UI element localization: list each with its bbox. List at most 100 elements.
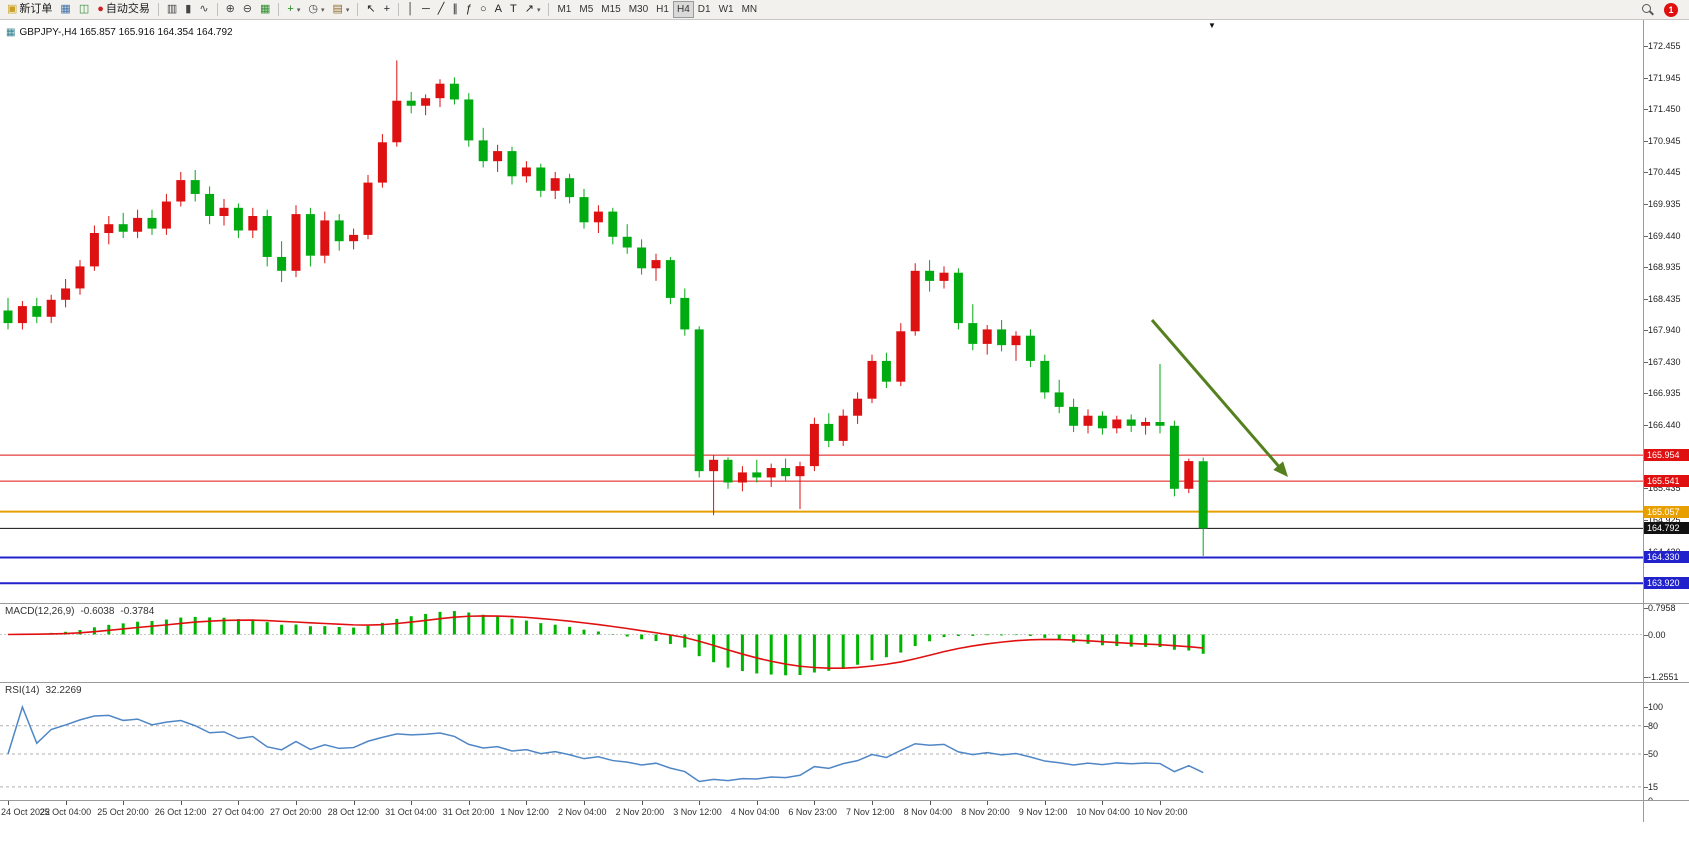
- price-axis-label: 166.440: [1648, 419, 1681, 430]
- toolbar-right: 1: [1642, 2, 1686, 17]
- macd-axis-label: 0.7958: [1648, 602, 1676, 613]
- time-axis-label: 9 Nov 12:00: [1018, 807, 1068, 817]
- zoom-in-button[interactable]: ⊕: [222, 1, 239, 18]
- macd-axis-label: 0.00: [1648, 629, 1666, 640]
- time-axis-tick: [756, 801, 758, 805]
- shapes-button[interactable]: ○: [476, 1, 491, 18]
- price-level-badge: 164.330: [1644, 551, 1689, 564]
- bars-chart-button[interactable]: ▥: [163, 1, 181, 18]
- timeframe-h4-button-label: H4: [676, 3, 690, 15]
- bars-chart-icon: ▥: [166, 3, 178, 15]
- price-axis-label: 167.940: [1648, 325, 1681, 336]
- time-axis-label: 3 Nov 12:00: [673, 807, 722, 817]
- price-chart-svg[interactable]: [0, 20, 1643, 603]
- axis-tick: [1644, 676, 1648, 678]
- trendline-icon: ╱: [437, 3, 445, 15]
- charts-window-button[interactable]: ▦: [56, 1, 74, 18]
- time-axis-tick: [1160, 801, 1161, 805]
- arrows-button[interactable]: ↗ ▾: [521, 1, 545, 18]
- axis-tick: [1644, 607, 1648, 609]
- time-axis-tick: [123, 801, 125, 805]
- time-axis-label: 6 Nov 23:00: [788, 807, 837, 817]
- price-axis-label: 168.435: [1648, 293, 1681, 304]
- trend-arrow-line[interactable]: [1150, 319, 1283, 471]
- rsi-axis-label: 100: [1648, 702, 1664, 712]
- timeframe-w1-button-label: W1: [718, 3, 734, 15]
- timeframe-d1-button[interactable]: D1: [694, 1, 715, 18]
- text-button[interactable]: A: [491, 1, 506, 18]
- vertical-line-button[interactable]: │: [403, 1, 418, 18]
- price-axis-label: 171.945: [1648, 72, 1681, 83]
- tile-windows-button[interactable]: ▦: [256, 1, 274, 18]
- timeframe-mn-button[interactable]: MN: [738, 1, 762, 18]
- channel-button[interactable]: ∥: [448, 1, 462, 18]
- new-order-button[interactable]: ▣ 新订单: [3, 1, 56, 18]
- indicators-icon: +: [287, 3, 294, 15]
- crosshair-button[interactable]: +: [380, 1, 394, 18]
- macd-axis[interactable]: 0.7958 0.00 -1.2551: [1643, 602, 1689, 682]
- time-axis-tick: [526, 801, 528, 805]
- line-chart-icon: ∿: [199, 3, 209, 15]
- macd-plot[interactable]: MACD(12,26,9) -0.6038 -0.3784: [0, 604, 1643, 682]
- axis-tick: [1644, 487, 1648, 489]
- autotrade-button[interactable]: ● 自动交易: [93, 1, 154, 18]
- timeframe-h1-button[interactable]: H1: [652, 1, 673, 18]
- market-watch-button[interactable]: ◫: [75, 1, 93, 18]
- timeframe-h4-button[interactable]: H4: [672, 1, 694, 18]
- macd-panel: MACD(12,26,9) -0.6038 -0.3784 0.7958 0.00…: [0, 603, 1689, 682]
- autotrade-icon: ●: [97, 3, 104, 15]
- dropdown-arrow-icon: ▾: [296, 6, 301, 14]
- chart-shift-marker-icon[interactable]: ▼: [1208, 21, 1216, 30]
- time-axis-tick: [1044, 801, 1046, 805]
- price-plot[interactable]: ▦ GBPJPY-,H4 165.857 165.916 164.354 164…: [0, 20, 1643, 603]
- price-axis-label: 170.945: [1648, 135, 1681, 146]
- timeframe-m30-button[interactable]: M30: [625, 1, 652, 18]
- price-axis-label: 169.935: [1648, 199, 1681, 210]
- rsi-plot[interactable]: RSI(14) 32.2269: [0, 683, 1643, 800]
- macd-name: MACD(12,26,9): [5, 606, 75, 617]
- time-axis-label: 26 Oct 12:00: [154, 807, 207, 817]
- toolbar-separator: [157, 3, 159, 16]
- horizontal-line-button[interactable]: ─: [418, 1, 434, 18]
- price-panel: ▦ GBPJPY-,H4 165.857 165.916 164.354 164…: [0, 20, 1689, 603]
- periods-button[interactable]: ◷ ▾: [304, 1, 328, 18]
- time-axis-tick: [641, 801, 643, 805]
- time-axis-tick: [8, 801, 9, 805]
- templates-button[interactable]: ▤ ▾: [328, 1, 353, 18]
- indicators-button[interactable]: + ▾: [283, 1, 304, 18]
- timeframe-m1-button[interactable]: M1: [553, 1, 575, 18]
- text-label-button[interactable]: T: [506, 1, 521, 18]
- price-axis-label: 171.450: [1648, 103, 1681, 114]
- axis-tick: [1644, 786, 1648, 788]
- macd-signal-line: [7, 615, 1204, 669]
- rsi-label-row: RSI(14) 32.2269: [5, 685, 82, 696]
- price-level-badge: 163.920: [1644, 577, 1689, 590]
- zoom-in-icon: ⊕: [225, 3, 235, 15]
- trendline-button[interactable]: ╱: [434, 1, 449, 18]
- notification-badge[interactable]: 1: [1664, 2, 1678, 17]
- axis-tick: [1644, 725, 1648, 727]
- axis-corner: [1643, 801, 1689, 822]
- candles-chart-button[interactable]: ▮: [181, 1, 195, 18]
- time-axis-label: 4 Nov 04:00: [730, 807, 780, 817]
- rsi-axis[interactable]: 1008050150: [1643, 683, 1689, 806]
- symbol-info: ▦ GBPJPY-,H4 165.857 165.916 164.354 164…: [6, 27, 233, 38]
- price-axis-label: 165.435: [1648, 482, 1681, 493]
- timeframe-mn-button-label: MN: [741, 3, 758, 15]
- line-chart-button[interactable]: ∿: [195, 1, 212, 18]
- timeframe-m5-button[interactable]: M5: [575, 1, 597, 18]
- macd-signal-value: -0.3784: [120, 606, 155, 617]
- cursor-button[interactable]: ↖: [362, 1, 379, 18]
- fibonacci-icon: ƒ: [465, 3, 472, 15]
- price-axis[interactable]: 172.455 171.945 171.450 170.945 170.445 169.9…: [1643, 20, 1689, 603]
- time-axis[interactable]: 24 Oct 2022 25 Oct 04:00 25 Oct 20:00 26 Oc…: [0, 800, 1689, 822]
- macd-axis-label: -1.2551: [1648, 671, 1679, 682]
- fibonacci-button[interactable]: ƒ: [462, 1, 476, 18]
- axis-tick: [1644, 77, 1648, 79]
- zoom-out-button[interactable]: ⊖: [239, 1, 256, 18]
- toolbar-separator: [548, 3, 550, 16]
- timeframe-m15-button[interactable]: M15: [597, 1, 624, 18]
- search-icon[interactable]: [1642, 3, 1654, 16]
- timeframe-w1-button[interactable]: W1: [715, 1, 738, 18]
